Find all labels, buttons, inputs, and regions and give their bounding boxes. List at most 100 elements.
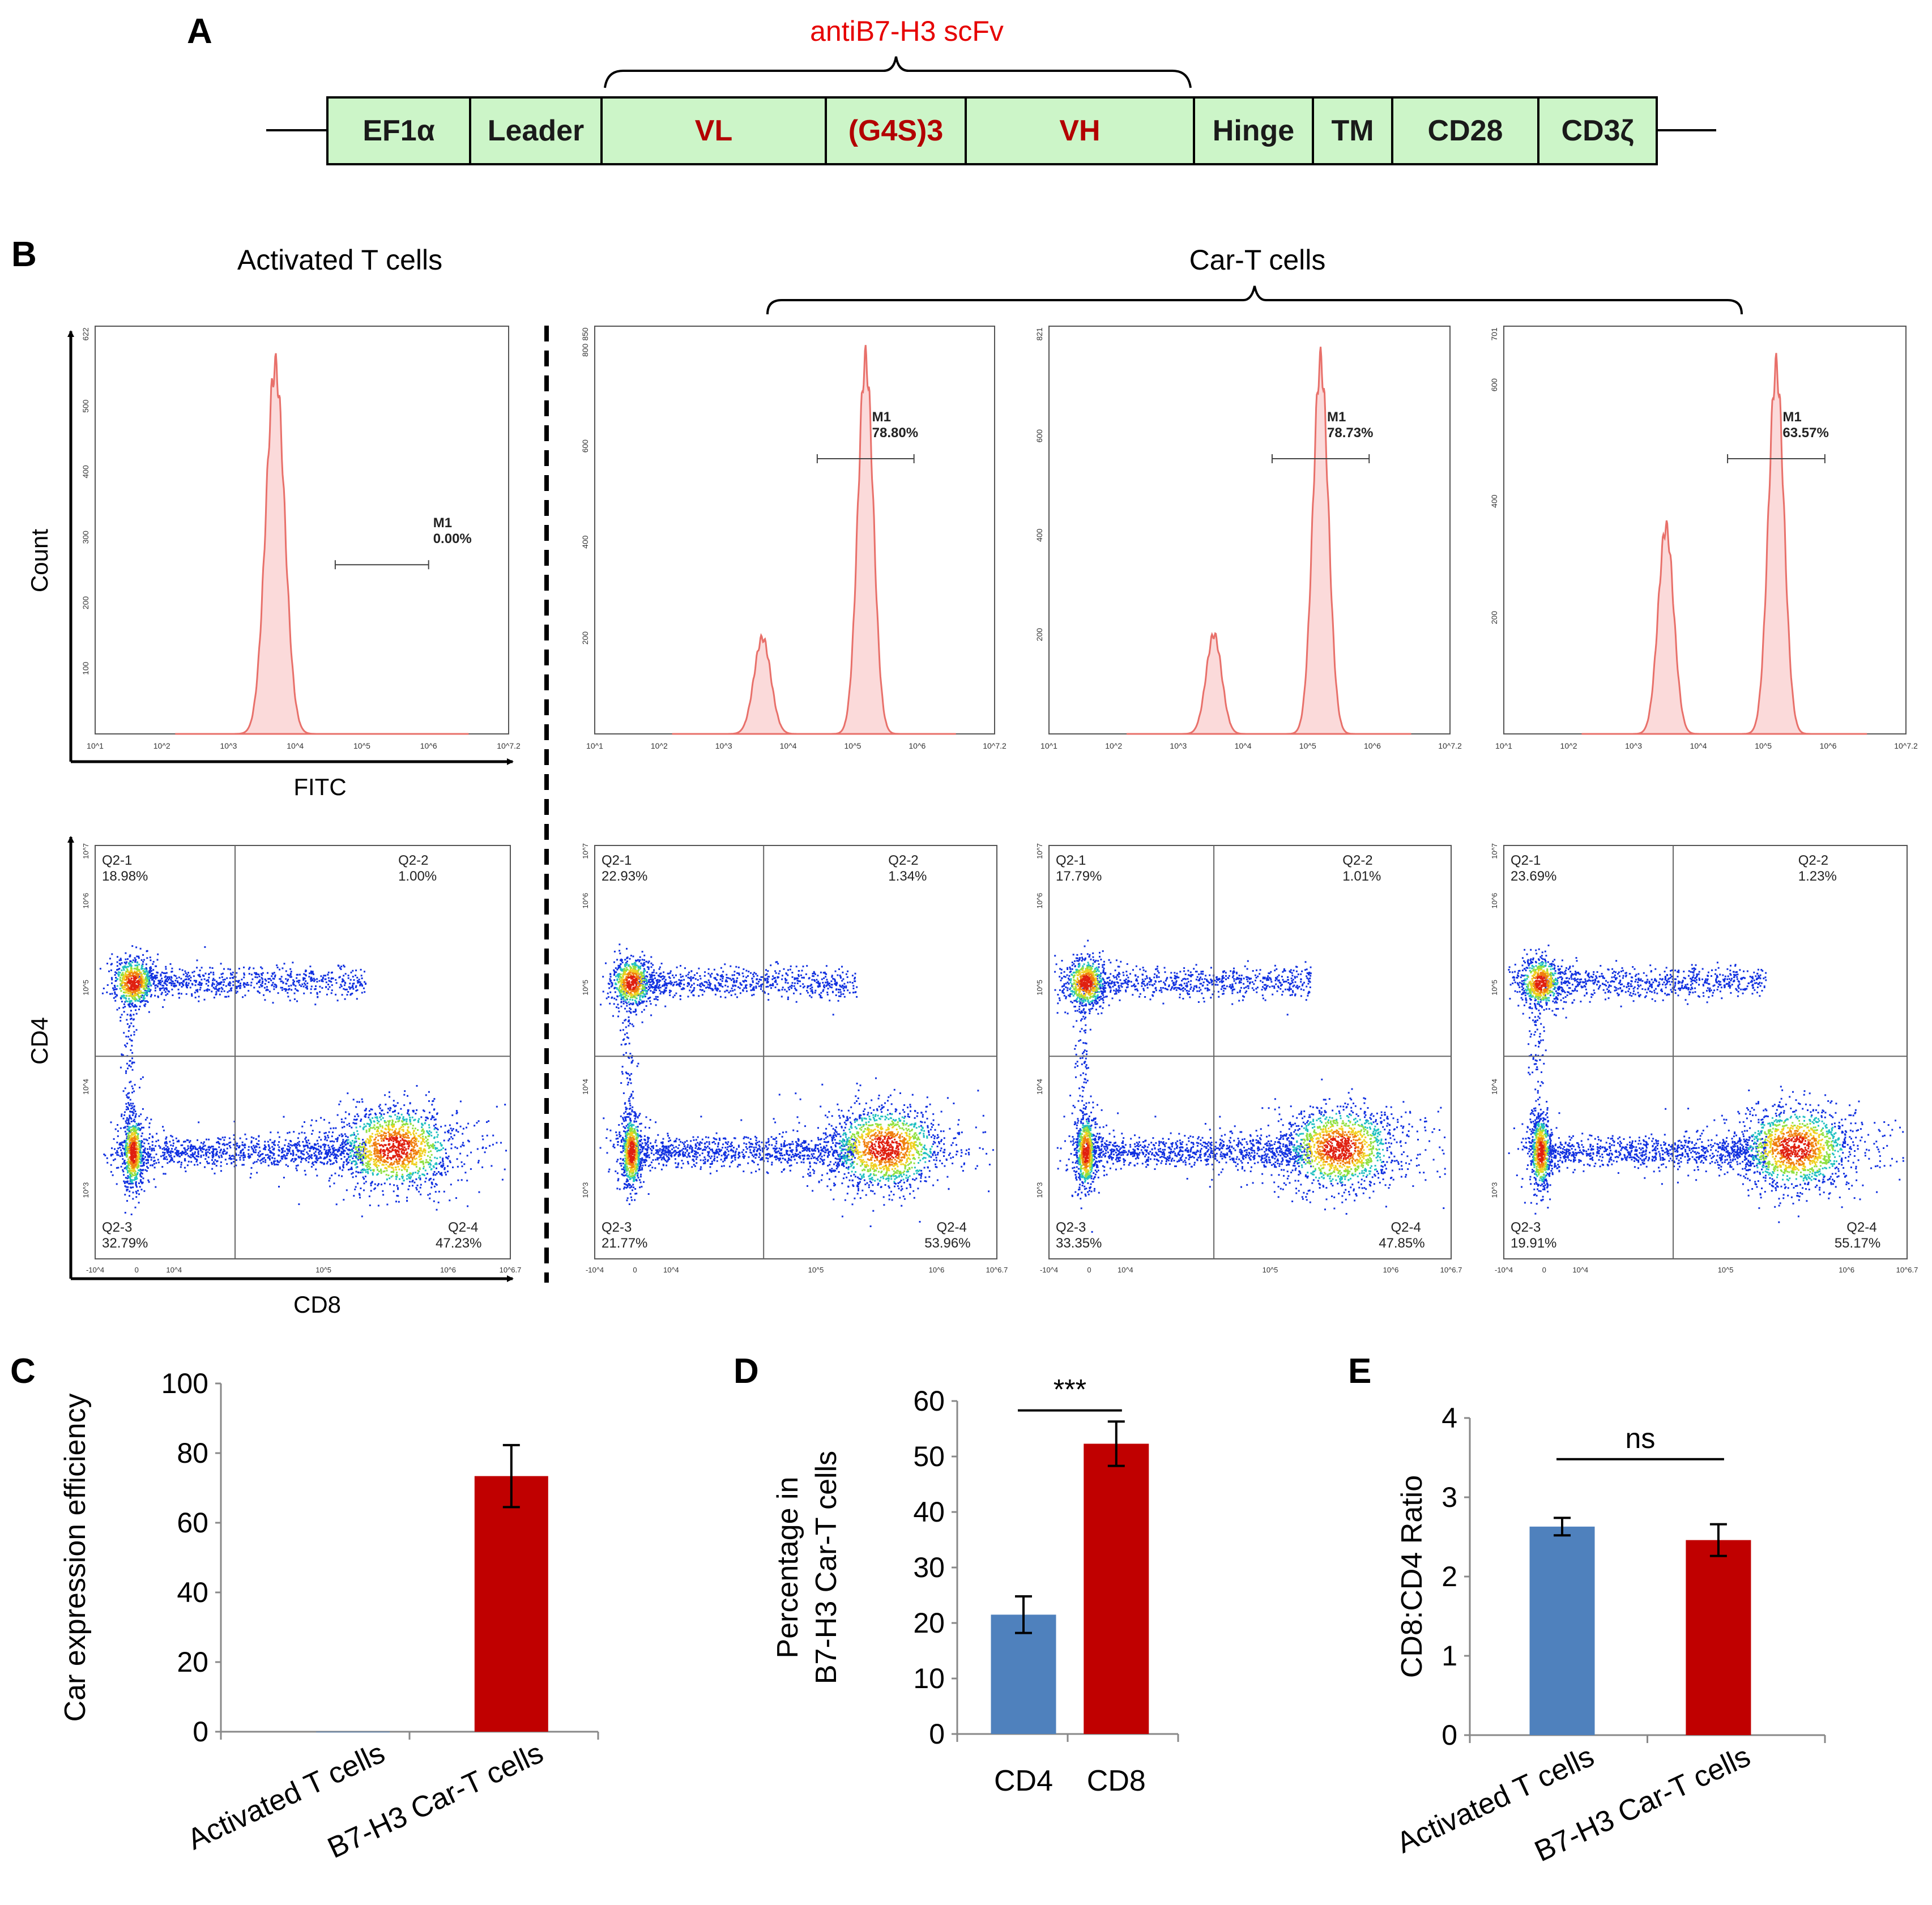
quadrant-q2-name: Q2-2 <box>1342 853 1372 868</box>
quadrant-q2-value: 1.00% <box>398 869 437 884</box>
cd4-axis-label: CD4 <box>26 1017 53 1065</box>
construct-label-7: CD28 <box>1428 114 1503 147</box>
quadrant-q4-value: 47.85% <box>1379 1236 1425 1251</box>
dot-x-tick: 0 <box>1087 1266 1091 1274</box>
dot-x-tick: 10^5 <box>1718 1266 1734 1274</box>
dot-y-tick: 10^6 <box>82 893 90 909</box>
hist-curve <box>672 345 956 735</box>
hist-x-tick: 10^7.2 <box>1894 741 1918 750</box>
dot-cloud <box>1080 975 1357 1163</box>
y-tick-label: 4 <box>1441 1402 1457 1434</box>
quadrant-q3-name: Q2-3 <box>102 1220 132 1235</box>
cd8-axis-label: CD8 <box>293 1291 341 1318</box>
dot-x-tick: 10^6 <box>929 1266 945 1274</box>
dot-x-tick: 0 <box>135 1266 139 1274</box>
dot-y-tick: 10^4 <box>1035 1079 1044 1095</box>
dot-x-tick: 10^5 <box>315 1266 331 1274</box>
y-tick-label: 10 <box>913 1663 945 1694</box>
construct-label-0: EF1α <box>362 114 434 147</box>
panel-label-b: B <box>11 235 37 274</box>
y-tick-label: 20 <box>177 1646 208 1678</box>
dot-x-tick: -10^4 <box>86 1266 104 1274</box>
dot-y-tick: 10^3 <box>82 1182 90 1198</box>
hist-frame <box>1048 326 1451 734</box>
hist-x-tick: 10^4 <box>780 741 797 750</box>
dot-cloud <box>615 962 933 1183</box>
y-tick-label: 40 <box>913 1496 945 1528</box>
hist-x-tick: 10^4 <box>1690 741 1707 750</box>
histogram-2: 10^1 10^2 10^3 10^4 10^5 10^6 10^7.2 821 200 400 6… <box>1035 326 1462 750</box>
dot-y-tick: 10^4 <box>581 1079 590 1095</box>
construct-label-4: VH <box>1059 114 1100 147</box>
dot-y-tick: 10^7 <box>1035 843 1044 859</box>
bar-0 <box>1529 1526 1595 1735</box>
y-tick-label: 0 <box>193 1716 208 1748</box>
dot-plot-1: Q2-122.93% Q2-21.34% Q2-321.77% Q2-453.96% -… <box>581 843 1008 1274</box>
panel-label-d: D <box>733 1352 759 1391</box>
quadrant-q4-value: 55.17% <box>1835 1236 1880 1251</box>
hist-x-tick: 10^5 <box>353 741 370 750</box>
dot-x-tick: 10^4 <box>1118 1266 1133 1274</box>
construct-label-2: VL <box>695 114 732 147</box>
y-tick-label: 20 <box>913 1607 945 1639</box>
histogram-1: 10^1 10^2 10^3 10^4 10^5 10^6 10^7.2 850 200 400 6… <box>581 326 1006 750</box>
hist-x-tick: 10^7.2 <box>1438 741 1462 750</box>
hist-x-tick: 10^2 <box>153 741 170 750</box>
hist-x-tick: 10^3 <box>1170 741 1187 750</box>
dot-y-tick: 10^5 <box>581 980 590 996</box>
hist-curve <box>175 353 469 735</box>
scfv-label: antiB7-H3 scFv <box>810 15 1004 47</box>
bar-1 <box>1084 1443 1149 1734</box>
scfv-brace <box>604 56 1192 88</box>
dot-x-tick: 0 <box>1542 1266 1546 1274</box>
hist-y-tick: 200 <box>581 631 590 645</box>
dot-plot-2: Q2-117.79% Q2-21.01% Q2-333.35% Q2-447.85% -… <box>1035 843 1462 1274</box>
gate-percent: 63.57% <box>1782 425 1828 441</box>
gate-name: M1 <box>1327 409 1346 425</box>
dot-y-tick: 10^3 <box>581 1182 590 1198</box>
hist-x-tick: 10^7.2 <box>497 741 521 750</box>
quadrant-q2-name: Q2-2 <box>398 853 428 868</box>
construct-label-3: (G4S)3 <box>848 114 944 147</box>
hist-y-tick: 300 <box>81 531 90 544</box>
significance-label: ns <box>1626 1423 1656 1454</box>
hist-y-tick: 200 <box>81 596 90 610</box>
dot-y-tick: 10^6 <box>1035 893 1044 909</box>
y-tick-label: 30 <box>913 1552 945 1583</box>
hist-frame <box>95 326 509 734</box>
quadrant-q1-name: Q2-1 <box>1056 853 1086 868</box>
dot-y-tick: 10^5 <box>1490 980 1499 996</box>
dot-x-tick: 10^6.7 <box>1440 1266 1462 1274</box>
hist-y-tick: 600 <box>1035 429 1044 443</box>
bar-0 <box>991 1614 1056 1734</box>
hist-y-tick: 100 <box>81 661 90 675</box>
quadrant-q1-value: 18.98% <box>102 869 148 884</box>
dot-plot-3: Q2-123.69% Q2-21.23% Q2-319.91% Q2-455.17% -… <box>1490 843 1918 1274</box>
quadrant-q1-value: 23.69% <box>1511 869 1556 884</box>
hist-frame <box>1503 326 1907 734</box>
dot-y-tick: 10^5 <box>1035 980 1044 996</box>
hist-x-tick: 10^3 <box>1625 741 1642 750</box>
dot-frame <box>594 845 997 1259</box>
quadrant-q4-name: Q2-4 <box>937 1220 967 1235</box>
panel-label-e: E <box>1348 1352 1371 1391</box>
histogram-plots: 10^1 10^2 10^3 10^4 10^5 10^6 10^7.2 622 100 200 3… <box>81 326 1918 750</box>
hist-y-tick: 200 <box>1035 628 1044 642</box>
gate-name: M1 <box>1782 409 1801 425</box>
dot-x-tick: 10^6 <box>1383 1266 1399 1274</box>
panel-a: A antiB7-H3 scFv EF1α Leader VL (G4S)3 VH Hin… <box>187 12 1716 165</box>
dot-cloud <box>116 961 445 1184</box>
construct-label-6: TM <box>1331 114 1374 147</box>
quadrant-q3-name: Q2-3 <box>1511 1220 1541 1235</box>
hist-frame <box>594 326 995 734</box>
quadrant-q2-name: Q2-2 <box>1798 853 1828 868</box>
quadrant-q1-value: 22.93% <box>602 869 647 884</box>
hist-x-tick: 10^6 <box>1820 741 1837 750</box>
quadrant-q4-name: Q2-4 <box>1391 1220 1421 1235</box>
hist-curve <box>1127 347 1411 735</box>
y-tick-label: 0 <box>929 1718 945 1750</box>
hist-y-tick: 400 <box>581 535 590 549</box>
